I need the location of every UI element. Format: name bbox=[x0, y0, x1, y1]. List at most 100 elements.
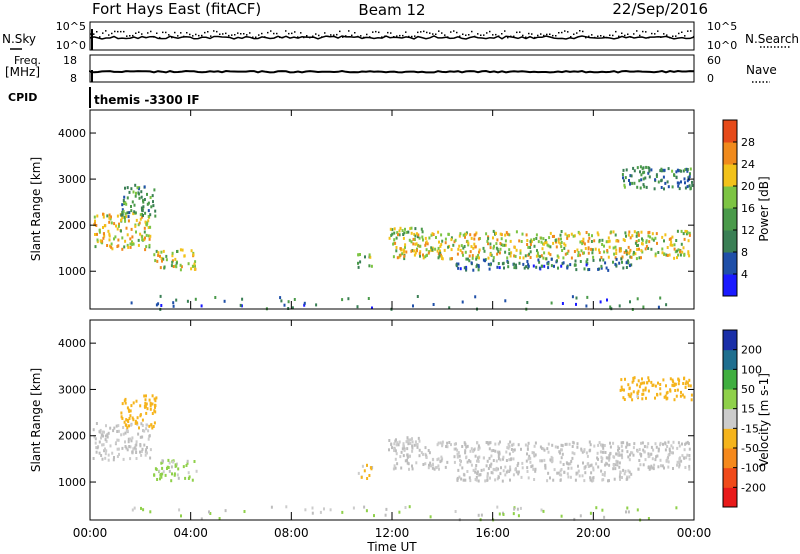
echo-cell bbox=[681, 393, 684, 397]
echo-cell bbox=[94, 233, 96, 236]
echo-cell bbox=[482, 456, 485, 460]
echo-cell bbox=[500, 237, 503, 241]
echo-cell bbox=[415, 242, 418, 246]
echo-cell bbox=[473, 237, 476, 241]
echo-cell bbox=[559, 233, 562, 237]
noise-search-dot bbox=[270, 30, 272, 32]
echo-cell bbox=[427, 251, 430, 255]
echo-cell bbox=[676, 463, 678, 467]
echo-cell bbox=[626, 441, 629, 445]
echo-cell bbox=[427, 466, 430, 470]
noise-search-dot bbox=[510, 35, 512, 38]
echo-cell bbox=[185, 464, 188, 467]
echo-cell bbox=[100, 436, 102, 440]
y-tick-label: 1000 bbox=[58, 265, 86, 278]
echo-cell bbox=[680, 390, 682, 394]
echo-cell bbox=[646, 445, 649, 449]
echo-cell bbox=[401, 229, 404, 233]
echo-cell bbox=[556, 254, 559, 258]
velocity-colorbar-tick-label: 15 bbox=[741, 403, 755, 416]
echo-cell bbox=[526, 466, 529, 470]
echo-cell bbox=[638, 179, 641, 183]
echo-cell bbox=[464, 478, 467, 482]
echo-cell bbox=[172, 460, 174, 464]
echo-cell bbox=[546, 479, 549, 483]
echo-cell bbox=[513, 254, 516, 258]
echo-cell bbox=[408, 467, 410, 471]
echo-cell bbox=[102, 226, 104, 229]
echo-cell bbox=[397, 443, 400, 447]
echo-cell bbox=[670, 444, 673, 448]
echo-cell bbox=[689, 384, 692, 388]
echo-cell bbox=[140, 453, 143, 457]
echo-cell bbox=[682, 169, 685, 173]
echo-cell bbox=[456, 478, 459, 482]
echo-cell bbox=[478, 446, 481, 450]
echo-cell bbox=[480, 513, 483, 517]
echo-cell bbox=[673, 383, 676, 387]
echo-cell bbox=[560, 443, 563, 447]
echo-cell bbox=[572, 234, 575, 238]
echo-cell bbox=[410, 240, 413, 244]
noise-search-dot bbox=[540, 33, 542, 35]
echo-cell bbox=[596, 451, 599, 455]
echo-cell bbox=[464, 449, 467, 453]
echo-cell bbox=[519, 256, 521, 260]
echo-cell bbox=[469, 233, 472, 237]
echo-cell bbox=[151, 394, 154, 398]
echo-cell bbox=[677, 382, 680, 386]
noise-search-dot bbox=[345, 35, 347, 37]
echo-cell bbox=[593, 444, 596, 448]
echo-cell bbox=[538, 266, 541, 270]
noise-search-dot bbox=[324, 32, 326, 34]
echo-cell bbox=[565, 442, 568, 446]
echo-cell bbox=[542, 509, 545, 513]
echo-cell bbox=[98, 440, 101, 444]
echo-cell bbox=[623, 388, 625, 392]
echo-cell bbox=[467, 243, 470, 247]
echo-cell bbox=[554, 445, 557, 449]
echo-cell bbox=[686, 168, 689, 171]
echo-cell bbox=[458, 454, 461, 458]
echo-cell bbox=[506, 446, 509, 450]
echo-cell bbox=[671, 235, 674, 239]
echo-cell bbox=[640, 441, 642, 445]
echo-cell bbox=[597, 465, 600, 469]
noise-search-dot bbox=[306, 35, 308, 37]
echo-cell bbox=[404, 227, 406, 231]
echo-cell bbox=[136, 421, 139, 425]
echo-cell bbox=[117, 447, 120, 451]
echo-cell bbox=[595, 506, 598, 510]
echo-cell bbox=[398, 229, 401, 233]
echo-cell bbox=[241, 297, 244, 301]
echo-cell bbox=[405, 250, 408, 254]
noise-search-dot bbox=[579, 30, 581, 32]
echo-cell bbox=[420, 227, 423, 231]
echo-cell bbox=[673, 243, 676, 247]
echo-cell bbox=[685, 167, 688, 171]
echo-cell bbox=[608, 239, 611, 243]
noise-search-dot bbox=[450, 31, 452, 33]
echo-cell bbox=[477, 444, 480, 448]
echo-cell bbox=[525, 265, 528, 269]
echo-cell bbox=[149, 456, 152, 460]
echo-cell bbox=[590, 240, 593, 243]
echo-cell bbox=[472, 468, 475, 472]
echo-cell bbox=[645, 244, 648, 248]
noise-search-dot bbox=[162, 31, 164, 34]
echo-cell bbox=[685, 441, 688, 445]
noise-search-dot bbox=[390, 32, 392, 34]
echo-cell bbox=[501, 479, 504, 483]
noise-search-dot bbox=[378, 31, 380, 34]
echo-cell bbox=[622, 468, 625, 472]
echo-cell bbox=[688, 447, 691, 451]
echo-cell bbox=[453, 447, 456, 451]
echo-cell bbox=[621, 476, 623, 479]
echo-cell bbox=[665, 459, 668, 462]
power-colorbar-swatch bbox=[723, 142, 737, 165]
echo-cell bbox=[636, 383, 639, 387]
echo-cell bbox=[603, 244, 605, 248]
echo-cell bbox=[142, 214, 144, 217]
noise-search-dot bbox=[462, 33, 464, 35]
echo-cell bbox=[557, 240, 560, 244]
